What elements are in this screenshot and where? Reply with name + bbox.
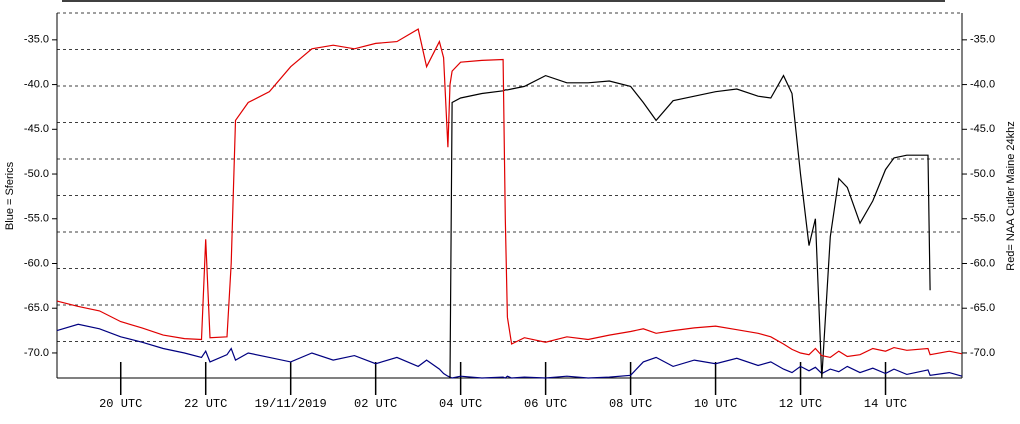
series-line bbox=[449, 74, 931, 379]
y-tick-label: -55.0 bbox=[24, 213, 49, 225]
y-axis-title: Blue = Sferics bbox=[4, 161, 16, 230]
x-tick-label: 06 UTC bbox=[524, 397, 567, 411]
y2-tick-label: -55.0 bbox=[970, 213, 995, 225]
y2-tick-label: -45.0 bbox=[970, 123, 995, 135]
x-tick-label: 04 UTC bbox=[439, 397, 482, 411]
y-tick-label: -70.0 bbox=[24, 347, 49, 359]
y-tick-label: -40.0 bbox=[24, 78, 49, 90]
x-tick-label: 08 UTC bbox=[609, 397, 652, 411]
series-line bbox=[56, 28, 963, 359]
x-tick-label: 22 UTC bbox=[184, 397, 227, 411]
y2-tick-label: -50.0 bbox=[970, 168, 995, 180]
x-tick-label: 14 UTC bbox=[864, 397, 907, 411]
y-tick-label: -65.0 bbox=[24, 302, 49, 314]
y2-tick-label: -40.0 bbox=[970, 78, 995, 90]
y-tick-label: -50.0 bbox=[24, 168, 49, 180]
x-tick-label: 12 UTC bbox=[779, 397, 822, 411]
y2-tick-label: -70.0 bbox=[970, 347, 995, 359]
y2-tick-label: -35.0 bbox=[970, 34, 995, 46]
series-line bbox=[56, 323, 963, 379]
y2-tick-label: -65.0 bbox=[970, 302, 995, 314]
y-tick-label: -35.0 bbox=[24, 34, 49, 46]
x-tick-label: 02 UTC bbox=[354, 397, 397, 411]
y-tick-label: -60.0 bbox=[24, 257, 49, 269]
y-tick-label: -45.0 bbox=[24, 123, 49, 135]
y2-tick-label: -60.0 bbox=[970, 257, 995, 269]
x-tick-label: 10 UTC bbox=[694, 397, 737, 411]
y2-axis-title: Red= NAA Cutler Maine 24khz bbox=[1005, 121, 1017, 271]
x-tick-label: 19/11/2019 bbox=[255, 397, 327, 411]
x-tick-label: 20 UTC bbox=[99, 397, 142, 411]
